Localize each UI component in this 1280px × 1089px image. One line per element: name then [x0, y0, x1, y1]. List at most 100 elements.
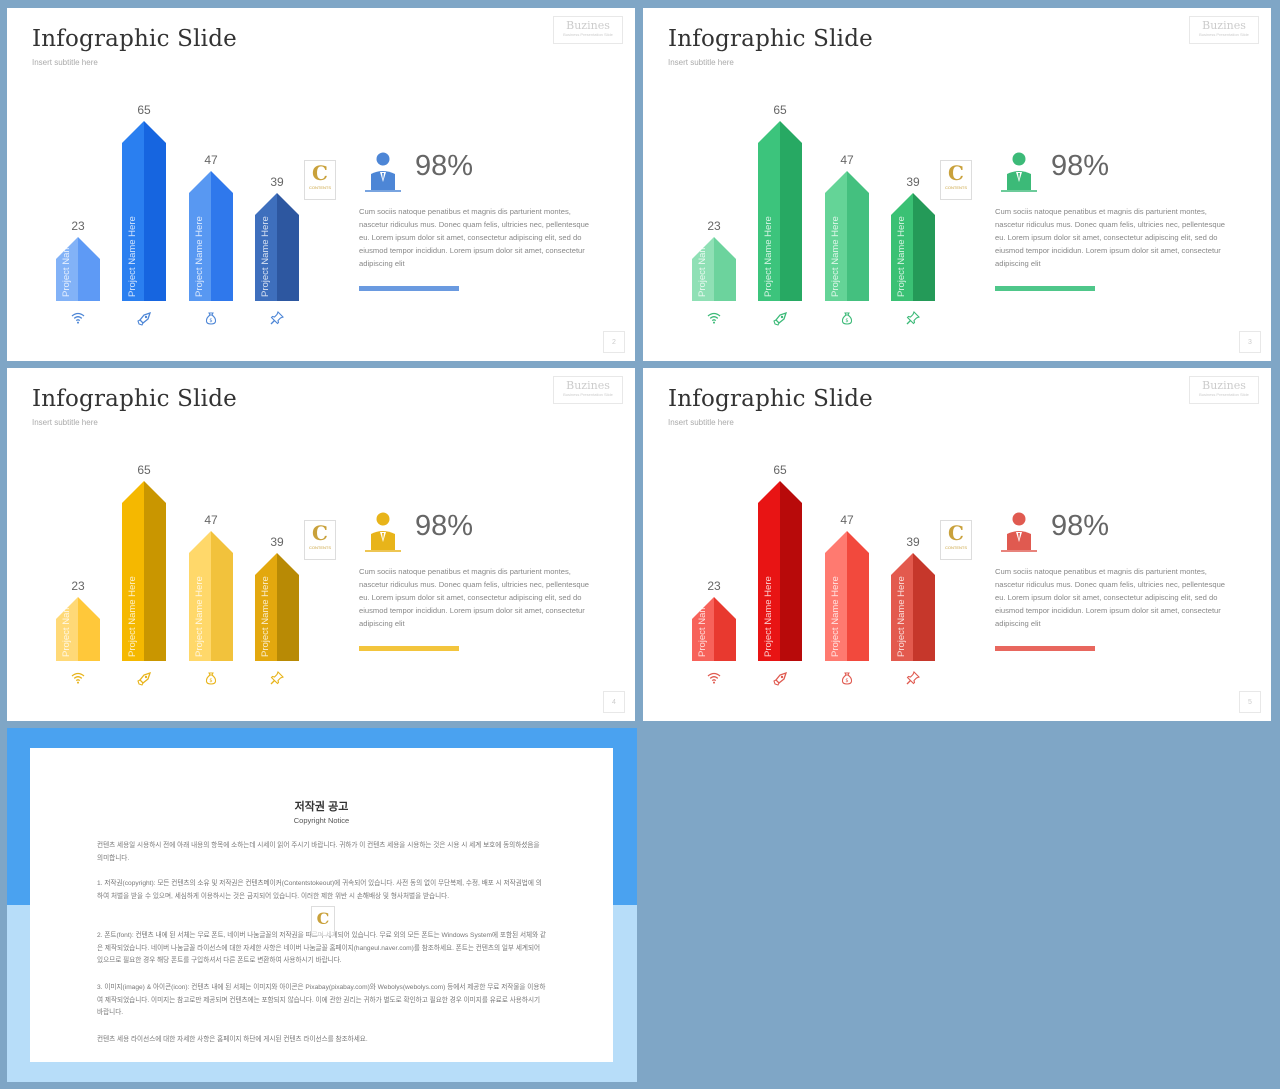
bar-value-label: 23 [71, 579, 85, 593]
rocket-icon [758, 311, 802, 332]
bar-value-label: 47 [840, 153, 854, 167]
bar-project-label: Project Name Here [260, 216, 271, 297]
wifi-icon [692, 311, 736, 329]
copyright-notice-slide: 저작권 공고 Copyright Notice 컨텐츠 세용일 시용하시 전에 … [7, 728, 637, 1082]
wifi-icon [56, 311, 100, 329]
svg-text:$: $ [209, 678, 212, 684]
infographic-slide[interactable]: Infographic Slide Insert subtitle here B… [7, 368, 635, 721]
rocket-icon [122, 311, 166, 332]
slide-title: Infographic Slide [668, 26, 873, 52]
bar-value-label: 65 [137, 103, 151, 117]
bar-project-label: Project Name Here [896, 216, 907, 297]
contents-logo: C CONTENTS [940, 520, 972, 560]
page-number: 2 [603, 331, 625, 353]
infographic-slide[interactable]: Infographic Slide Insert subtitle here B… [643, 368, 1271, 721]
bar: 65 Project Name Here [758, 103, 802, 301]
bar-project-label: Project Name Here [127, 576, 138, 657]
bar-value-label: 39 [906, 175, 920, 189]
slide-title: Infographic Slide [668, 386, 873, 412]
bar-value-label: 23 [707, 579, 721, 593]
bar-value-label: 39 [906, 535, 920, 549]
pin-icon [255, 311, 299, 330]
slide-subtitle: Insert subtitle here [668, 58, 734, 67]
businessman-icon [999, 510, 1039, 557]
contents-logo: C CONTENTS [304, 520, 336, 560]
notice-subtitle: Copyright Notice [293, 816, 350, 825]
bar: 65 Project Name Here [122, 103, 166, 301]
accent-line [359, 286, 459, 291]
bar: 23 Project Name Here [692, 216, 736, 301]
slide-title: Infographic Slide [32, 26, 237, 52]
money-bag-icon: $ [189, 311, 233, 330]
slide-title: Infographic Slide [32, 386, 237, 412]
contents-logo: C CONTENTS [940, 160, 972, 200]
notice-paragraph: 컨텐츠 세용 라이선스에 대한 자세한 사항은 홈페이지 하단에 게시된 컨텐츠… [97, 1036, 368, 1043]
notice-paper: 저작권 공고 Copyright Notice 컨텐츠 세용일 시용하시 전에 … [30, 748, 613, 1062]
accent-line [995, 286, 1095, 291]
pin-icon [891, 311, 935, 330]
bar-value-label: 23 [71, 219, 85, 233]
bar: 65 Project Name Here [122, 463, 166, 661]
bar-value-label: 39 [270, 535, 284, 549]
businessman-icon [999, 150, 1039, 197]
bar-value-label: 47 [840, 513, 854, 527]
bar-value-label: 65 [137, 463, 151, 477]
bar: 47 Project Name Here [189, 513, 233, 661]
bar-project-label: Project Name Here [194, 216, 205, 297]
page-number: 5 [1239, 691, 1261, 713]
bar-project-label: Project Name Here [61, 216, 72, 297]
infographic-slide[interactable]: Infographic Slide Insert subtitle here B… [643, 8, 1271, 361]
page-number: 4 [603, 691, 625, 713]
bar: 23 Project Name Here [56, 216, 100, 301]
svg-text:$: $ [209, 318, 212, 324]
brand-logo: Buzines Business Presentation Slide [553, 16, 623, 44]
bar-project-label: Project Name Here [194, 576, 205, 657]
bar-value-label: 65 [773, 463, 787, 477]
money-bag-icon: $ [825, 671, 869, 690]
businessman-icon [363, 510, 403, 557]
bar: 23 Project Name Here [692, 576, 736, 661]
infographic-slide[interactable]: Infographic Slide Insert subtitle here B… [7, 8, 635, 361]
bar-project-label: Project Name Here [830, 216, 841, 297]
money-bag-icon: $ [825, 311, 869, 330]
brand-logo: Buzines Business Presentation Slide [1189, 16, 1259, 44]
bar: 47 Project Name Here [825, 513, 869, 661]
slide-subtitle: Insert subtitle here [668, 418, 734, 427]
stat-percentage: 98% [415, 150, 474, 182]
svg-text:$: $ [845, 678, 848, 684]
slide-subtitle: Insert subtitle here [32, 418, 98, 427]
accent-line [359, 646, 459, 651]
bar-value-label: 65 [773, 103, 787, 117]
stat-description: Cum sociis natoque penatibus et magnis d… [995, 207, 1226, 268]
bar: 47 Project Name Here [825, 153, 869, 301]
wifi-icon [56, 671, 100, 689]
money-bag-icon: $ [189, 671, 233, 690]
bar-project-label: Project Name Here [260, 576, 271, 657]
notice-paragraph: 3. 이미지(image) & 아이콘(icon): 컨텐츠 내에 된 서체는 … [97, 984, 546, 1016]
bar: 65 Project Name Here [758, 463, 802, 661]
bar: 47 Project Name Here [189, 153, 233, 301]
stat-description: Cum sociis natoque penatibus et magnis d… [359, 207, 590, 268]
bar-project-label: Project Name Here [763, 216, 774, 297]
slide-subtitle: Insert subtitle here [32, 58, 98, 67]
bar-value-label: 47 [204, 513, 218, 527]
businessman-icon [363, 150, 403, 197]
bar: 39 Project Name Here [891, 175, 935, 301]
bar-project-label: Project Name Here [697, 216, 708, 297]
bar-project-label: Project Name Here [697, 576, 708, 657]
contents-logo: C CONTENTS [304, 160, 336, 200]
notice-logo: C [311, 906, 335, 936]
rocket-icon [122, 671, 166, 692]
stat-description: Cum sociis natoque penatibus et magnis d… [359, 567, 590, 628]
bar-value-label: 23 [707, 219, 721, 233]
notice-paragraph: 컨텐츠 세용일 시용하시 전에 아래 내용의 항목에 소하는데 시세이 읽어 주… [97, 842, 540, 862]
brand-logo: Buzines Business Presentation Slide [1189, 376, 1259, 404]
svg-text:$: $ [845, 318, 848, 324]
pin-icon [891, 671, 935, 690]
bar-value-label: 39 [270, 175, 284, 189]
pin-icon [255, 671, 299, 690]
bar-project-label: Project Name Here [127, 216, 138, 297]
accent-line [995, 646, 1095, 651]
bar-project-label: Project Name Here [896, 576, 907, 657]
stat-percentage: 98% [1051, 150, 1110, 182]
